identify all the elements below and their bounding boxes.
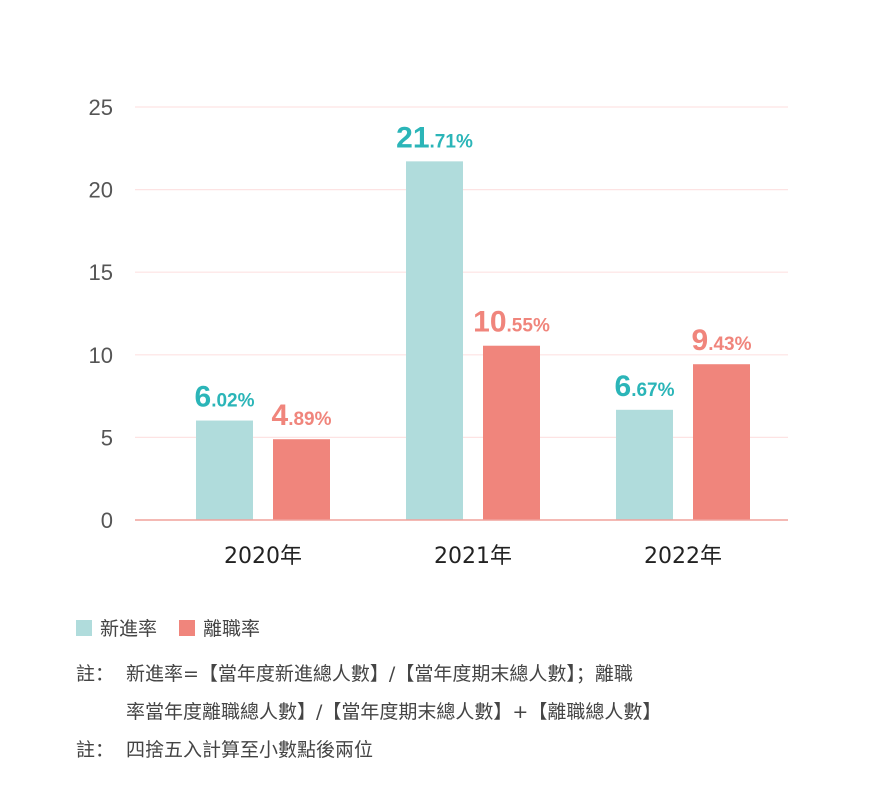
data-label: 9.43% [692,324,752,357]
note-2: 四捨五入計算至小數點後兩位 [126,739,374,761]
note-prefix: 註： [76,663,115,685]
bar-turnover [273,439,330,520]
legend-label: 離職率 [203,618,261,640]
data-label: 21.71% [396,121,473,154]
data-label-decimal: .43% [708,334,751,355]
legend-swatch [179,619,196,636]
legend-item-turnover: 離職率 [179,614,260,641]
data-label-integer: 4 [272,399,289,432]
bar-new-hire [406,161,463,520]
data-label: 4.89% [272,399,332,432]
data-label: 6.67% [615,370,675,403]
bar-new-hire [196,420,253,520]
x-category-label: 2021年 [434,544,512,569]
data-label-integer: 21 [396,121,429,154]
bar-new-hire [616,409,673,520]
data-label-decimal: .67% [631,380,674,401]
data-label-decimal: .55% [507,316,550,337]
y-tick-label: 25 [89,95,113,120]
legend-swatch [76,619,92,636]
bar-turnover [693,364,750,520]
y-tick-label: 15 [89,260,113,285]
x-category-label: 2022年 [644,544,722,569]
x-category-label: 2020年 [224,544,302,569]
legend: 新進率 離職率 [76,614,282,641]
data-label: 6.02% [195,381,255,414]
data-label-decimal: .89% [288,409,331,430]
data-label: 10.55% [473,306,550,339]
y-tick-label: 0 [101,508,113,533]
data-label-integer: 10 [473,306,506,339]
legend-label: 新進率 [100,618,158,640]
note-prefix: 註： [76,739,115,761]
footnotes: 註： 新進率=【當年度新進總人數】/【當年度期末總人數】；離職 率當年度離職總人數… [76,655,661,769]
data-label-integer: 6 [195,381,212,414]
note-1-line-1: 新進率=【當年度新進總人數】/【當年度期末總人數】；離職 [126,663,633,685]
data-label-integer: 6 [615,370,632,403]
note-1-line-2: 率當年度離職總人數】/【當年度期末總人數】+【離職總人數】 [126,701,662,723]
data-label-integer: 9 [692,324,709,357]
y-tick-label: 5 [101,425,113,450]
bar-turnover [483,345,540,520]
y-tick-label: 10 [89,343,113,368]
y-tick-label: 20 [89,178,113,203]
data-label-decimal: .71% [430,131,473,152]
data-label-decimal: .02% [211,391,254,412]
legend-item-new-hire: 新進率 [76,614,157,641]
